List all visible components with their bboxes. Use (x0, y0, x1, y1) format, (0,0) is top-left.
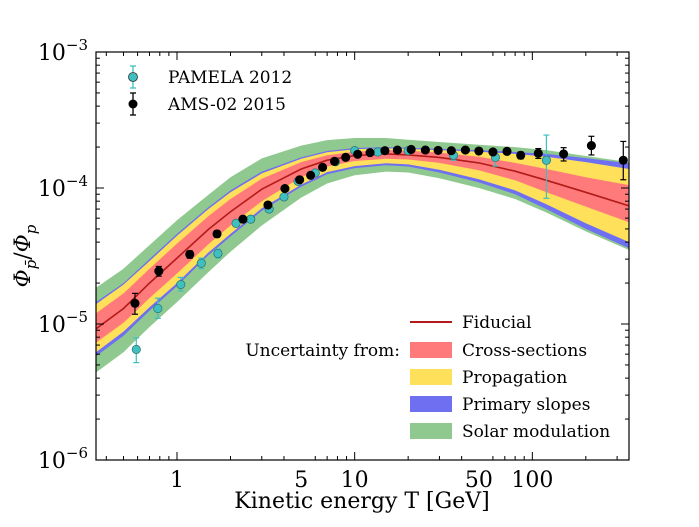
legend-data: PAMELA 2012 AMS-02 2015 (128, 65, 292, 116)
ams-point-28 (618, 155, 628, 165)
legend-solar-modulation-label: Solar modulation (462, 422, 610, 442)
y-axis-label: Φp̄/Φp (11, 224, 40, 287)
plot-frame (95, 51, 630, 461)
x-tick-label-1: 1 (170, 468, 184, 493)
ams-point-25 (533, 148, 543, 158)
series-ams (130, 135, 628, 315)
ams-point-21 (474, 146, 484, 156)
y-label-sub-pbar: p̄ (22, 259, 40, 269)
legend-propagation-swatch (410, 369, 452, 385)
pamela-point-2 (176, 280, 186, 290)
legend-fiducial-label: Fiducial (462, 313, 532, 333)
pamela-point-5 (231, 218, 241, 228)
ams-point-4 (238, 214, 248, 224)
legend-primary-slopes-label: Primary slopes (462, 395, 590, 415)
ams-point-3 (212, 229, 222, 239)
y-tick-exponent: −3 (66, 36, 88, 54)
pamela-point-8 (279, 192, 289, 202)
band-cross-sections (96, 150, 629, 343)
ams-point-24 (516, 150, 526, 160)
legend-pamela-label: PAMELA 2012 (168, 68, 292, 88)
y-tick-exponent: −6 (66, 444, 88, 462)
ams-point-17 (420, 145, 430, 155)
ams-point-23 (502, 146, 512, 156)
pamela-point-0 (131, 344, 141, 354)
y-tick-label: 10−6 (38, 444, 88, 474)
pamela-point-3 (196, 258, 206, 268)
ams-point-13 (365, 148, 375, 158)
ams-point-27 (586, 141, 596, 151)
ams-point-9 (318, 162, 328, 172)
pamela-point-1 (153, 303, 163, 314)
band-propagation (96, 148, 629, 353)
x-tick-label-5: 5 (294, 468, 308, 493)
ams-point-22 (488, 147, 498, 157)
ams-point-5 (263, 200, 273, 210)
x-tick-label-50: 50 (465, 468, 493, 493)
ams-point-1 (154, 266, 164, 276)
ams-point-26 (559, 149, 569, 159)
legend-cross-sections-label: Cross-sections (462, 341, 587, 361)
x-axis-label: Kinetic energy T [GeV] (234, 489, 489, 514)
y-tick-base: 10 (38, 449, 66, 474)
legend-ams-marker (128, 99, 138, 109)
ams-point-0 (130, 298, 140, 308)
ams-point-15 (392, 145, 402, 155)
y-tick-exponent: −4 (66, 172, 88, 190)
ams-point-18 (433, 145, 443, 155)
ams-point-14 (380, 146, 390, 156)
y-label-sub-p: p (22, 224, 40, 234)
data-points-layer (130, 134, 628, 364)
legend-solar-modulation-swatch (410, 423, 452, 439)
x-tick-label-10: 10 (341, 468, 369, 493)
y-tick-base: 10 (38, 177, 66, 202)
y-tick-base: 10 (38, 313, 66, 338)
y-tick-exponent: −5 (66, 308, 88, 326)
ams-point-19 (446, 146, 456, 156)
legend-entry-pamela: PAMELA 2012 (128, 65, 292, 89)
y-tick-label: 10−5 (38, 308, 88, 338)
ams-point-8 (306, 170, 316, 180)
fiducial-curve-layer (96, 153, 629, 330)
legend-entry-ams: AMS-02 2015 (128, 92, 286, 116)
legend-primary-slopes-swatch (410, 396, 452, 412)
y-tick-label: 10−4 (38, 172, 88, 202)
legend-cross-sections-swatch (410, 342, 452, 358)
legend-propagation-label: Propagation (462, 368, 567, 388)
legend-ams-label: AMS-02 2015 (167, 95, 286, 115)
ams-point-7 (295, 175, 305, 185)
y-tick-label: 10−3 (38, 36, 88, 66)
legend-heading: Uncertainty from: (245, 341, 400, 361)
ams-point-11 (341, 152, 351, 162)
pamela-point-4 (213, 248, 223, 259)
svg-text:Φp̄/Φp: Φp̄/Φp (11, 224, 40, 287)
y-label-slash: / (11, 252, 36, 260)
y-label-phi-1: Φ (11, 269, 36, 287)
ams-point-16 (406, 144, 416, 155)
legend-theory: Uncertainty from: Fiducial Cross-section… (245, 313, 610, 442)
ams-point-12 (353, 149, 363, 159)
pamela-point-6 (246, 214, 256, 224)
y-label-phi-2: Φ (11, 234, 36, 252)
ams-point-2 (185, 249, 195, 259)
legend-pamela-marker (128, 72, 138, 82)
fiducial-curve (96, 153, 629, 330)
y-tick-base: 10 (38, 41, 66, 66)
ams-point-6 (280, 184, 290, 194)
uncertainty-bands (96, 138, 629, 373)
ams-point-20 (460, 145, 470, 155)
x-tick-label-100: 100 (511, 468, 553, 493)
ams-point-10 (329, 156, 340, 166)
pamela-point-17 (541, 155, 551, 165)
